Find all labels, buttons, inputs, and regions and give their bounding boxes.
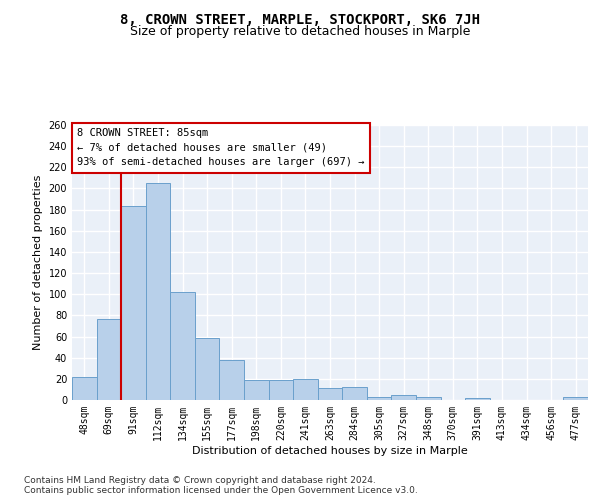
- Bar: [391, 394, 416, 400]
- Bar: [269, 380, 293, 400]
- Bar: [318, 388, 342, 400]
- Bar: [342, 388, 367, 400]
- Text: 8, CROWN STREET, MARPLE, STOCKPORT, SK6 7JH: 8, CROWN STREET, MARPLE, STOCKPORT, SK6 …: [120, 12, 480, 26]
- X-axis label: Distribution of detached houses by size in Marple: Distribution of detached houses by size …: [192, 446, 468, 456]
- Bar: [465, 398, 490, 400]
- Bar: [416, 397, 440, 400]
- Bar: [563, 397, 588, 400]
- Text: 8 CROWN STREET: 85sqm
← 7% of detached houses are smaller (49)
93% of semi-detac: 8 CROWN STREET: 85sqm ← 7% of detached h…: [77, 128, 365, 168]
- Y-axis label: Number of detached properties: Number of detached properties: [33, 175, 43, 350]
- Bar: [293, 379, 318, 400]
- Text: Size of property relative to detached houses in Marple: Size of property relative to detached ho…: [130, 25, 470, 38]
- Bar: [146, 183, 170, 400]
- Text: Contains HM Land Registry data © Crown copyright and database right 2024.
Contai: Contains HM Land Registry data © Crown c…: [24, 476, 418, 495]
- Bar: [170, 292, 195, 400]
- Bar: [244, 380, 269, 400]
- Bar: [367, 397, 391, 400]
- Bar: [97, 318, 121, 400]
- Bar: [220, 360, 244, 400]
- Bar: [121, 206, 146, 400]
- Bar: [72, 376, 97, 400]
- Bar: [195, 338, 220, 400]
